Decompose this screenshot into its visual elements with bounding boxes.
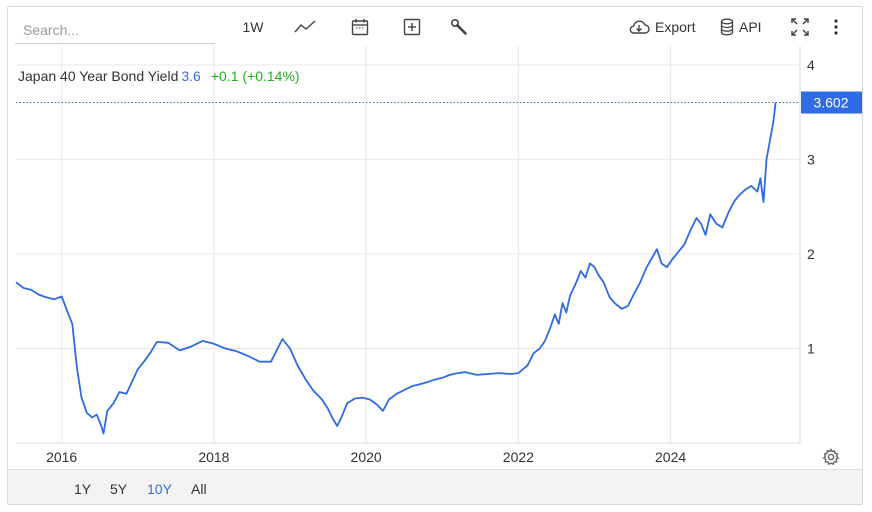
range-5y-button[interactable]: 5Y bbox=[110, 481, 128, 497]
y-tick-label: 2 bbox=[807, 246, 815, 262]
export-label: Export bbox=[655, 19, 696, 35]
gear-icon bbox=[822, 448, 840, 470]
range-1y-button[interactable]: 1Y bbox=[74, 481, 92, 497]
wrench-icon bbox=[450, 18, 468, 36]
compare-button[interactable] bbox=[401, 14, 423, 40]
search-input[interactable] bbox=[15, 17, 215, 44]
calendar-icon bbox=[351, 18, 369, 36]
export-button[interactable]: Export bbox=[628, 14, 695, 40]
x-tick-label: 2024 bbox=[655, 449, 686, 465]
legend-change: +0.1 (+0.14%) bbox=[210, 68, 300, 84]
chart-settings-button[interactable] bbox=[822, 448, 840, 471]
chart-type-button[interactable] bbox=[293, 14, 317, 40]
api-button[interactable]: API bbox=[720, 14, 762, 40]
database-icon bbox=[720, 18, 734, 36]
add-box-icon bbox=[403, 18, 421, 36]
range-10y-button[interactable]: 10Y bbox=[147, 481, 172, 497]
settings-wrench-button[interactable] bbox=[448, 14, 470, 40]
chart-widget-frame bbox=[7, 6, 863, 505]
legend-instrument-name: Japan 40 Year Bond Yield bbox=[18, 68, 179, 84]
chart-plot-area bbox=[15, 102, 777, 435]
range-all-button[interactable]: All bbox=[191, 481, 207, 497]
interval-button[interactable]: 1W bbox=[240, 14, 266, 40]
last-value-badge bbox=[801, 91, 862, 114]
api-label: API bbox=[739, 19, 762, 35]
x-tick-label: 2016 bbox=[46, 449, 77, 465]
y-tick-label: 1 bbox=[807, 340, 815, 356]
fullscreen-icon bbox=[791, 18, 809, 36]
last-value-label: 3.602 bbox=[813, 95, 848, 111]
interval-label: 1W bbox=[242, 19, 264, 35]
range-selector: 1Y 5Y 10Y All bbox=[8, 469, 862, 504]
cloud-download-icon bbox=[628, 19, 650, 35]
x-tick-label: 2020 bbox=[351, 449, 382, 465]
yield-series-line bbox=[15, 102, 777, 435]
chart-legend: Japan 40 Year Bond Yield 3.6 +0.1 (+0.14%) bbox=[18, 68, 300, 84]
y-tick-label: 4 bbox=[807, 57, 815, 73]
date-range-button[interactable] bbox=[349, 14, 371, 40]
y-tick-label: 3 bbox=[807, 151, 815, 167]
more-vert-icon bbox=[834, 19, 838, 35]
x-tick-label: 2018 bbox=[198, 449, 229, 465]
last-value-marker: 3.602 bbox=[16, 91, 862, 114]
more-menu-button[interactable] bbox=[828, 14, 844, 40]
chart-toolbar: 1W bbox=[8, 8, 862, 48]
x-tick-label: 2022 bbox=[503, 449, 534, 465]
line-chart-icon bbox=[294, 20, 316, 34]
fullscreen-button[interactable] bbox=[789, 14, 811, 40]
chart-axes: 1 2 3 4 2016 2018 2020 2022 2024 bbox=[16, 46, 815, 465]
chart-grid bbox=[16, 46, 800, 443]
legend-value: 3.6 bbox=[181, 68, 201, 84]
